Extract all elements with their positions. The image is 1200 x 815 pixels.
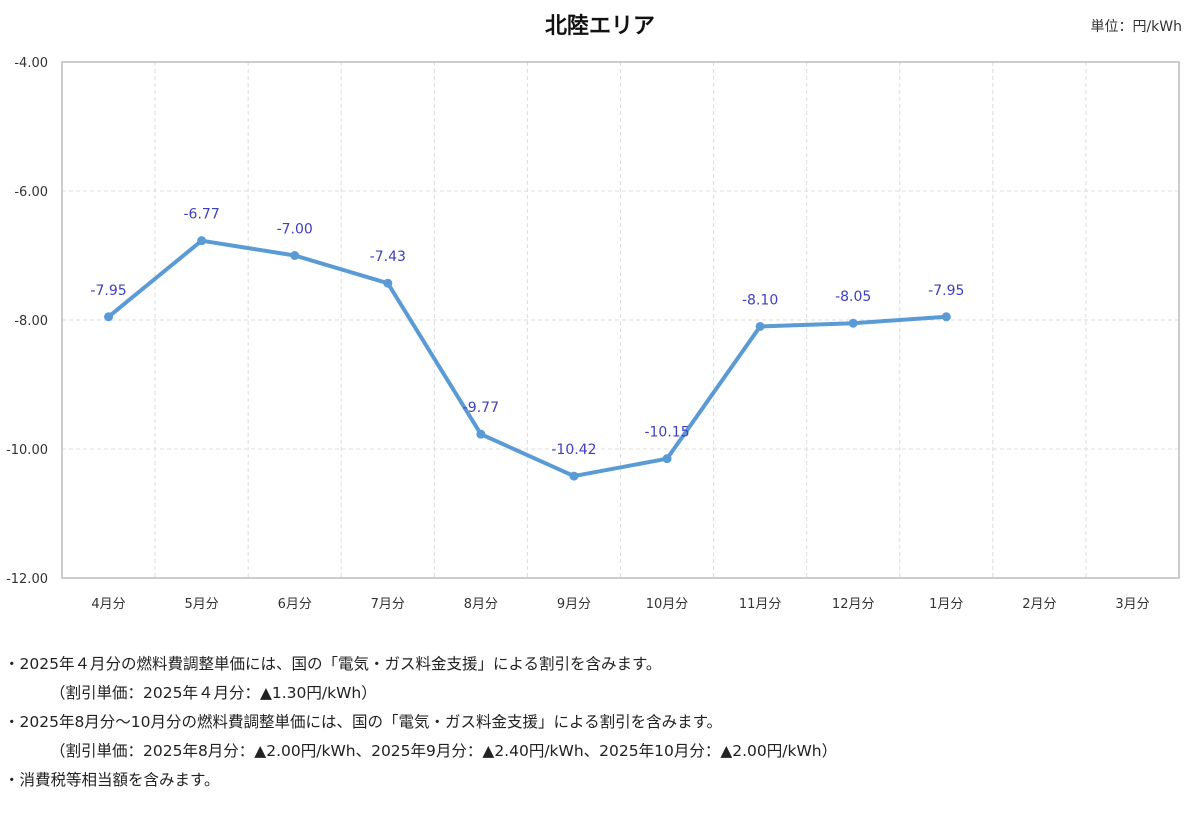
data-label: -7.95 (90, 283, 126, 299)
unit-label: 単位：円/kWh (1090, 19, 1182, 35)
x-tick-label: 11月分 (739, 597, 782, 612)
y-tick-label: -4.00 (14, 56, 48, 71)
data-point (197, 236, 207, 246)
x-tick-label: 3月分 (1115, 597, 1149, 612)
y-tick-label: -8.00 (14, 314, 48, 329)
x-tick-label: 12月分 (832, 597, 875, 612)
data-label: -7.95 (928, 283, 964, 299)
x-tick-label: 6月分 (278, 597, 312, 612)
data-label: -7.43 (370, 249, 406, 265)
series-line (107, 238, 947, 479)
data-point (290, 251, 300, 260)
data-point (848, 318, 858, 328)
note-1-detail: （割引単価：2025年４月分：▲1.30円/kWh） (50, 684, 377, 702)
data-point (383, 278, 393, 288)
y-tick-label: -10.00 (6, 443, 48, 458)
note-3: ・消費税等相当額を含みます。 (4, 771, 220, 789)
x-tick-label: 1月分 (929, 597, 963, 612)
data-label: -10.42 (551, 442, 596, 458)
data-label: -8.10 (742, 292, 778, 308)
note-2-detail: （割引単価：2025年8月分：▲2.00円/kWh、2025年9月分：▲2.40… (50, 742, 838, 760)
y-tick-label: -6.00 (14, 185, 48, 200)
data-label: -10.15 (644, 425, 689, 441)
notes: ・2025年４月分の燃料費調整単価には、国の「電気・ガス料金支援」による割引を含… (4, 650, 837, 795)
x-tick-label: 10月分 (646, 597, 689, 612)
x-tick-label: 4月分 (91, 597, 125, 612)
data-point (569, 471, 579, 481)
data-point (662, 454, 672, 464)
plot-frame (61, 61, 1180, 579)
note-1: ・2025年４月分の燃料費調整単価には、国の「電気・ガス料金支援」による割引を含… (4, 655, 662, 673)
y-tick-label: -12.00 (6, 572, 48, 587)
note-2: ・2025年8月分～10月分の燃料費調整単価には、国の「電気・ガス料金支援」によ… (4, 713, 723, 731)
data-label: -7.00 (277, 222, 313, 238)
data-label: -9.77 (463, 400, 499, 416)
x-tick-label: 5月分 (184, 597, 218, 612)
data-label: -8.05 (835, 289, 871, 305)
chart-title: 北陸エリア (544, 14, 655, 39)
data-point (755, 321, 765, 331)
x-tick-label: 8月分 (464, 597, 498, 612)
x-tick-label: 2月分 (1022, 597, 1056, 612)
x-tick-label: 7月分 (371, 597, 405, 612)
data-label: -6.77 (184, 207, 220, 223)
data-point (476, 429, 486, 439)
x-tick-label: 9月分 (557, 597, 591, 612)
data-point (941, 312, 951, 322)
line-chart: -4.00 -6.00 -8.00 -10.00 -12.00 4月分 5月分 6月分 7月分 8… (6, 56, 1180, 612)
data-point (104, 312, 114, 322)
